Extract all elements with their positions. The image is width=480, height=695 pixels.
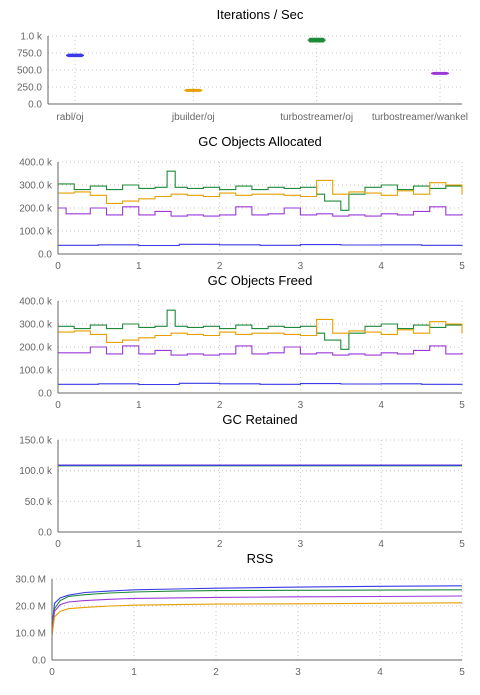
y-tick-label: 20.0 M xyxy=(15,602,46,613)
series-line xyxy=(58,206,463,217)
x-tick-label: 4 xyxy=(377,667,383,678)
x-tick-label: 2 xyxy=(217,400,223,411)
y-tick-label: 0.0 xyxy=(38,389,52,400)
y-tick-label: 0.0 xyxy=(32,656,46,667)
x-tick-label: 5 xyxy=(459,261,465,272)
x-tick-label: 5 xyxy=(459,539,465,550)
x-tick-label: 2 xyxy=(217,261,223,272)
x-tick-label: 1 xyxy=(136,400,142,411)
y-tick-label: 200.0 k xyxy=(19,204,53,215)
x-tick-label: 4 xyxy=(378,400,384,411)
y-tick-label: 30.0 M xyxy=(15,575,46,586)
series-line xyxy=(51,602,463,636)
iterations-per-sec-panel: Iterations / Sec 0.0 250.0 500.0 750.0 1.0 k… xyxy=(17,7,468,123)
rss-panel: RSS 0.0 10.0 M 20.0 M 30.0 M 0 1 2 3 4 5 xyxy=(15,551,465,678)
x-tick-label: 3 xyxy=(298,539,304,550)
x-tick-label: 3 xyxy=(295,667,301,678)
y-tick-label: 500.0 xyxy=(17,66,42,77)
x-tick-label: rabl/oj xyxy=(56,112,83,123)
x-tick-label: 3 xyxy=(298,400,304,411)
chart-title: GC Retained xyxy=(222,412,297,427)
series-line xyxy=(58,309,463,350)
y-tick-label: 300.0 k xyxy=(19,181,53,192)
y-tick-label: 100.0 k xyxy=(19,466,53,477)
y-tick-label: 0.0 xyxy=(28,100,42,111)
series-line xyxy=(51,595,463,634)
y-tick-label: 100.0 k xyxy=(19,366,53,377)
series-line xyxy=(58,318,463,343)
x-tick-label: 1 xyxy=(131,667,137,678)
gc-retained-panel: GC Retained 0.0 50.0 k 100.0 k 150.0 k 0 1 2 3 4… xyxy=(19,412,465,550)
x-tick-label: jbuilder/oj xyxy=(171,112,215,123)
x-tick-label: 0 xyxy=(55,261,61,272)
x-tick-label: 0 xyxy=(55,400,61,411)
y-tick-label: 400.0 k xyxy=(19,158,53,169)
x-tick-label: 2 xyxy=(213,667,219,678)
chart-title: GC Objects Allocated xyxy=(198,134,322,149)
y-tick-label: 750.0 xyxy=(17,49,42,60)
x-tick-label: 1 xyxy=(136,261,142,272)
y-tick-label: 0.0 xyxy=(38,250,52,261)
chart-title: Iterations / Sec xyxy=(217,7,304,22)
series-line xyxy=(51,585,463,628)
series-line xyxy=(58,179,463,204)
x-tick-label: 5 xyxy=(459,400,465,411)
y-tick-label: 250.0 xyxy=(17,83,42,94)
y-tick-label: 0.0 xyxy=(38,528,52,539)
x-tick-label: turbostreamer/wankel xyxy=(372,112,468,123)
x-tick-label: 4 xyxy=(378,261,384,272)
series-line xyxy=(58,170,463,211)
y-tick-label: 300.0 k xyxy=(19,320,53,331)
y-tick-label: 10.0 M xyxy=(15,629,46,640)
y-tick-label: 150.0 k xyxy=(19,436,53,447)
chart-title: GC Objects Freed xyxy=(208,273,313,288)
gc-objects-freed-panel: GC Objects Freed 0.0 100.0 k 200.0 k 300.0 … xyxy=(19,273,465,411)
y-tick-label: 1.0 k xyxy=(20,32,43,43)
y-tick-label: 400.0 k xyxy=(19,297,53,308)
series-line xyxy=(58,345,463,356)
x-tick-label: 0 xyxy=(55,539,61,550)
series-line xyxy=(58,243,463,247)
x-tick-label: 1 xyxy=(136,539,142,550)
x-tick-label: 4 xyxy=(378,539,384,550)
chart-title: RSS xyxy=(247,551,274,566)
x-tick-label: turbostreamer/oj xyxy=(280,112,353,123)
y-tick-label: 100.0 k xyxy=(19,227,53,238)
series-line xyxy=(58,382,463,386)
y-tick-label: 50.0 k xyxy=(25,497,53,508)
x-tick-label: 5 xyxy=(459,667,465,678)
x-tick-label: 3 xyxy=(298,261,304,272)
x-tick-label: 0 xyxy=(49,667,55,678)
x-tick-label: 2 xyxy=(217,539,223,550)
series-line xyxy=(51,589,463,628)
y-tick-label: 200.0 k xyxy=(19,343,53,354)
